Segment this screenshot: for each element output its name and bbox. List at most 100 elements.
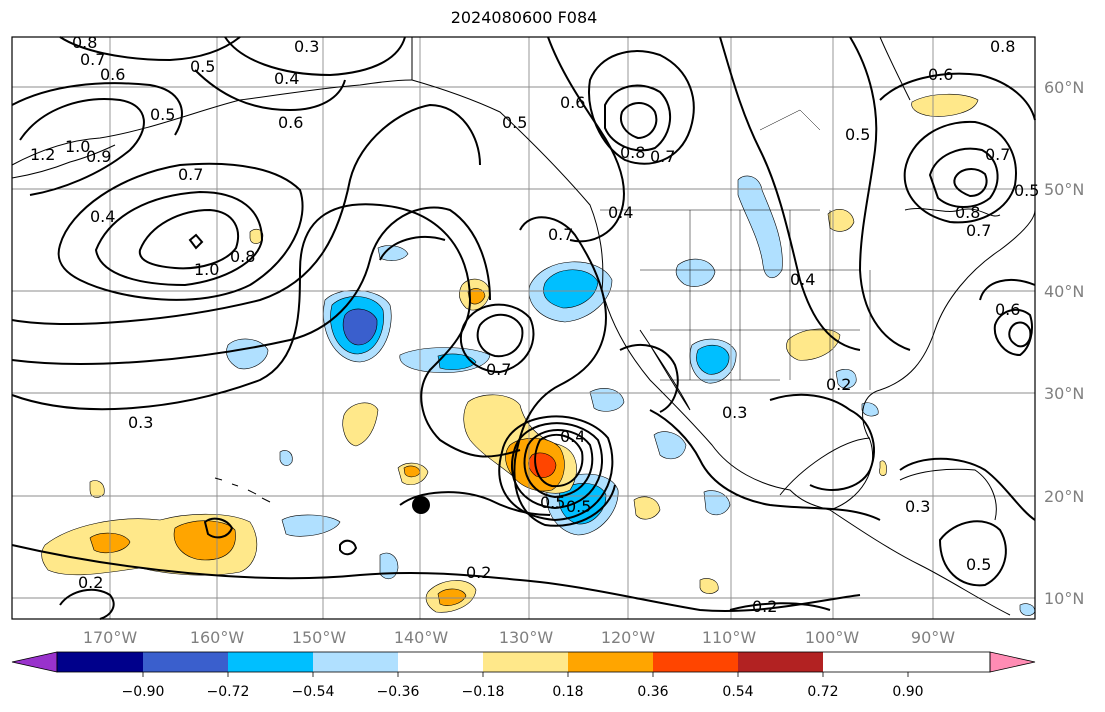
shade-pos-8 — [911, 93, 979, 117]
shade-pos-3 — [342, 402, 379, 447]
colorbar-tick-label: 0.36 — [637, 684, 668, 700]
coast-yucatan — [899, 468, 997, 521]
shade-neg-8 — [675, 258, 716, 287]
colorbar-segment — [143, 652, 228, 672]
colorbar-segment — [313, 652, 398, 672]
colorbar-tick-label: 0.90 — [892, 684, 923, 700]
colorbar-segment — [738, 652, 823, 672]
contour-line — [57, 162, 304, 301]
contour-label: 0.7 — [985, 145, 1010, 164]
lat-label: 50°N — [1044, 180, 1084, 199]
shade-pos-9 — [827, 209, 855, 232]
contour-label: 0.3 — [294, 37, 319, 56]
coast-alaska — [11, 79, 413, 166]
contour-label: 0.6 — [995, 300, 1020, 319]
shade-pos-11 — [699, 578, 719, 594]
colorbar-tick-label: 0.18 — [552, 684, 583, 700]
contour-label: 0.4 — [90, 207, 115, 226]
lat-label: 40°N — [1044, 282, 1084, 301]
colorbar-tick-label: −0.72 — [207, 684, 250, 700]
contour-line — [188, 233, 204, 250]
contour-line — [953, 168, 988, 198]
graticule — [12, 37, 1035, 619]
shade-neg-16 — [861, 402, 879, 417]
contour-line — [979, 279, 1036, 301]
contour-line — [928, 147, 999, 208]
lat-label: 10°N — [1044, 589, 1084, 608]
contour-line — [59, 588, 115, 620]
contour-label: 0.2 — [826, 375, 851, 394]
lat-label: 60°N — [1044, 78, 1084, 97]
coast-aleutians — [11, 144, 116, 179]
contour-label: 0.3 — [905, 497, 930, 516]
contour-label: 0.3 — [128, 413, 153, 432]
contour-label: 0.3 — [722, 403, 747, 422]
colorbar-tick-label: −0.18 — [462, 684, 505, 700]
contour-label: 0.6 — [560, 93, 585, 112]
lon-label: 170°W — [83, 628, 138, 647]
colorbar-segment — [228, 652, 313, 672]
contour-label: 0.5 — [566, 497, 591, 516]
contour-label: 0.2 — [752, 597, 777, 616]
contour-line — [138, 208, 239, 270]
shade-neg-12 — [281, 514, 341, 537]
contour-line — [547, 36, 625, 243]
coast-gulf — [779, 437, 871, 496]
contour-label: 1.2 — [30, 145, 55, 164]
contour-label: 0.7 — [486, 360, 511, 379]
lon-label: 130°W — [499, 628, 554, 647]
contour-label: 0.8 — [620, 143, 645, 162]
contour-line — [11, 82, 183, 136]
shade-neg-3b — [437, 353, 477, 370]
contour-label: 0.5 — [502, 113, 527, 132]
contour-label: 0.7 — [80, 50, 105, 69]
colorbar-tick-label: 0.72 — [807, 684, 838, 700]
colorbar-tick-label: −0.90 — [122, 684, 165, 700]
contour-line — [1008, 321, 1032, 348]
coast-central-am — [829, 509, 1011, 616]
coast-north-america — [411, 37, 1036, 511]
colorbar-arrow-right — [989, 651, 1036, 673]
contour-label: 0.5 — [540, 493, 565, 512]
lon-label: 140°W — [394, 628, 449, 647]
contour-line — [11, 203, 521, 458]
contour-label: 0.2 — [78, 573, 103, 592]
colorbar-ticks — [142, 672, 909, 677]
shade-neg-10 — [653, 431, 687, 460]
contour-line — [399, 491, 551, 516]
contour-label: 0.5 — [966, 555, 991, 574]
shade-pos-1c — [173, 520, 236, 561]
contour-line — [729, 602, 831, 611]
contour-label: 0.4 — [274, 69, 299, 88]
contour-labels: 0.8 0.7 0.6 0.5 0.3 0.4 0.6 1.2 1.0 0.9 … — [30, 33, 1039, 616]
contour-lines — [11, 36, 1036, 620]
shade-pos-4b — [467, 288, 486, 305]
contour-line — [523, 429, 594, 499]
shade-neg-4b — [543, 269, 599, 309]
contour-line — [94, 190, 264, 287]
contour-line — [588, 50, 695, 165]
contour-line — [203, 517, 234, 539]
contour-line — [769, 393, 875, 491]
colorbar-tick-label: −0.36 — [377, 684, 420, 700]
contour-label: 0.4 — [790, 270, 815, 289]
lat-label: 20°N — [1044, 487, 1084, 506]
contour-label: 0.8 — [990, 37, 1015, 56]
contour-line — [339, 539, 358, 556]
lon-label: 90°W — [911, 628, 955, 647]
contour-line — [649, 409, 881, 521]
contour-line — [534, 433, 584, 488]
contour-line — [11, 544, 861, 612]
contour-line — [59, 36, 241, 62]
contour-label: 0.5 — [845, 125, 870, 144]
contour-line — [459, 303, 535, 374]
contour-line — [903, 120, 1017, 224]
lat-label: 30°N — [1044, 384, 1084, 403]
contour-line — [849, 36, 911, 351]
contour-label: 0.2 — [466, 563, 491, 582]
map-border — [11, 36, 1036, 620]
shade-pos-6b — [437, 588, 467, 606]
shade-pos-10 — [633, 496, 661, 520]
shade-pos-7 — [786, 328, 841, 361]
contour-label: 0.5 — [150, 105, 175, 124]
